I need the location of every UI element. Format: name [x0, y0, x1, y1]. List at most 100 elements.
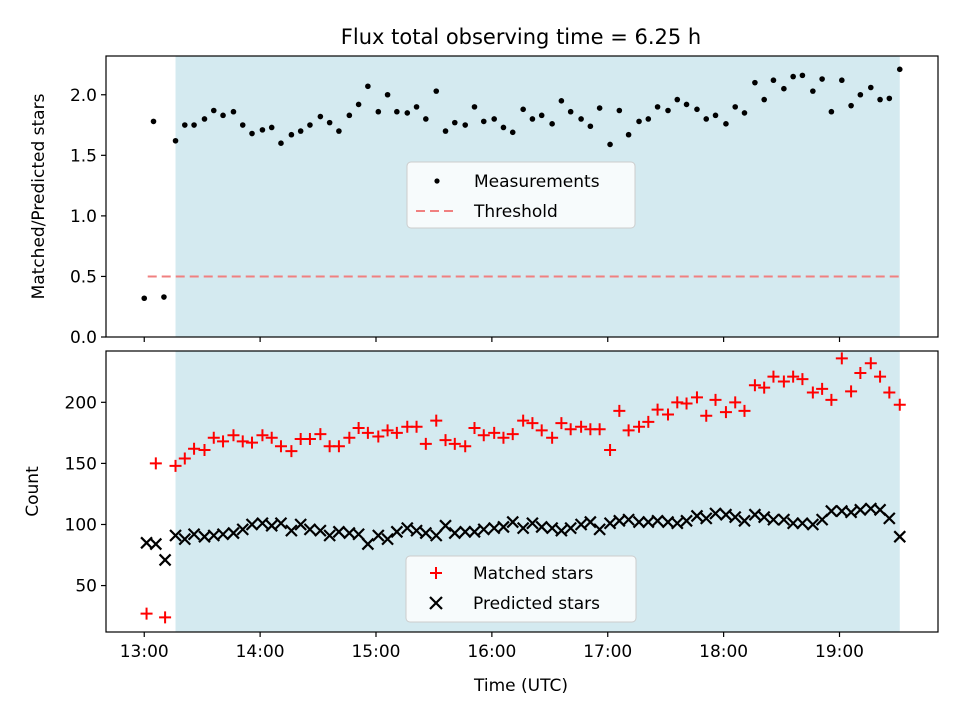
predicted-star-marker [893, 530, 907, 543]
predicted-star-marker [545, 521, 559, 535]
matched-star-marker [217, 435, 230, 448]
bottom-y-tick-label: 100 [65, 515, 97, 535]
predicted-star-marker [390, 525, 404, 539]
matched-star-marker [517, 414, 530, 427]
matched-star-marker [642, 415, 655, 428]
measurement-point [172, 137, 179, 144]
predicted-star-marker [227, 526, 240, 540]
legend-threshold-label: Threshold [473, 202, 558, 222]
measurement-point [781, 85, 787, 92]
predicted-star-marker [574, 518, 588, 531]
measurement-point [249, 130, 255, 137]
matched-star-marker [874, 370, 887, 383]
matched-star-marker [227, 429, 240, 442]
matched-star-marker [448, 437, 461, 450]
measurement-point [394, 108, 400, 115]
predicted-star-marker [593, 523, 606, 536]
predicted-star-marker [690, 509, 704, 523]
matched-star-marker [265, 431, 278, 444]
matched-star-marker [883, 386, 896, 399]
matched-star-marker [758, 381, 771, 394]
matched-star-marker [651, 403, 664, 416]
measurement-point [839, 77, 845, 84]
matched-star-marker [361, 426, 374, 439]
predicted-star-marker [854, 503, 867, 517]
matched-star-marker [459, 440, 472, 453]
matched-star-marker [236, 435, 249, 448]
matched-star-marker [198, 443, 211, 456]
predicted-star-marker [651, 514, 664, 528]
predicted-star-marker [883, 512, 896, 525]
top-y-tick-label: 1.0 [70, 207, 97, 227]
matched-star-marker [777, 375, 790, 388]
bottom-y-tick-label: 200 [65, 393, 97, 413]
matched-star-marker [575, 420, 588, 433]
predicted-star-marker [535, 520, 548, 534]
predicted-star-marker [603, 516, 617, 530]
x-tick-label: 13:00 [120, 642, 169, 662]
measurement-point [141, 295, 148, 302]
matched-star-marker [690, 391, 703, 404]
predicted-star-marker [372, 529, 385, 542]
bottom-y-ticks: 50 100 150 200 [65, 393, 106, 597]
predicted-star-marker [516, 521, 530, 535]
measurement-point [616, 107, 623, 114]
measurement-point [790, 73, 796, 80]
measurement-point [877, 96, 883, 103]
predicted-star-marker [458, 525, 472, 539]
measurement-point [191, 122, 197, 128]
measurement-point [210, 107, 217, 114]
matched-star-marker [352, 421, 365, 434]
x-tick-label: 16:00 [467, 642, 516, 662]
bottom-y-tick-label: 50 [75, 577, 97, 597]
predicted-star-marker [564, 521, 577, 535]
measurement-point [645, 116, 652, 122]
measurement-point [480, 118, 487, 125]
measurement-point [674, 96, 681, 103]
top-legend: Measurements Threshold [406, 161, 636, 229]
bottom-legend: Matched stars Predicted stars [405, 555, 637, 623]
measurement-point [278, 140, 284, 147]
measurement-point [326, 119, 333, 126]
matched-star-marker [274, 440, 287, 453]
measurement-point [683, 101, 690, 108]
matched-star-marker [719, 406, 732, 419]
predicted-star-marker [825, 504, 838, 518]
measurement-point [896, 66, 903, 73]
measurement-point [529, 116, 536, 122]
predicted-star-marker [149, 537, 163, 551]
matched-star-marker [680, 397, 693, 410]
matched-star-marker [188, 442, 201, 455]
matched-star-marker [488, 426, 501, 439]
measurement-point [538, 112, 545, 119]
measurement-point [752, 79, 758, 86]
measurement-point [317, 113, 324, 120]
matched-star-marker [410, 420, 423, 433]
measurement-point [578, 116, 584, 122]
predicted-star-marker [709, 507, 722, 520]
measurement-point [413, 104, 420, 110]
matched-star-marker [343, 431, 356, 444]
predicted-star-marker [401, 521, 414, 535]
matched-star-marker [729, 396, 742, 409]
measurement-point [181, 122, 188, 128]
matched-star-marker [787, 370, 800, 383]
matched-star-marker [796, 373, 809, 386]
measurement-point [230, 108, 237, 115]
measurement-point [297, 128, 304, 134]
measurements-points [141, 66, 903, 302]
predicted-star-marker [245, 518, 259, 531]
matched-star-marker [546, 431, 559, 444]
predicted-star-marker [728, 510, 742, 524]
predicted-star-marker [314, 524, 327, 537]
measurement-point [654, 104, 661, 110]
measurement-point [848, 102, 854, 109]
predicted-star-marker [352, 527, 365, 541]
matched-star-marker [854, 366, 867, 379]
measurement-point [741, 110, 748, 116]
predicted-star-marker [796, 516, 809, 530]
measurement-point [307, 122, 313, 128]
predicted-star-marker [187, 527, 201, 541]
predicted-star-marker [158, 553, 172, 567]
predicted-star-marker [285, 524, 298, 537]
